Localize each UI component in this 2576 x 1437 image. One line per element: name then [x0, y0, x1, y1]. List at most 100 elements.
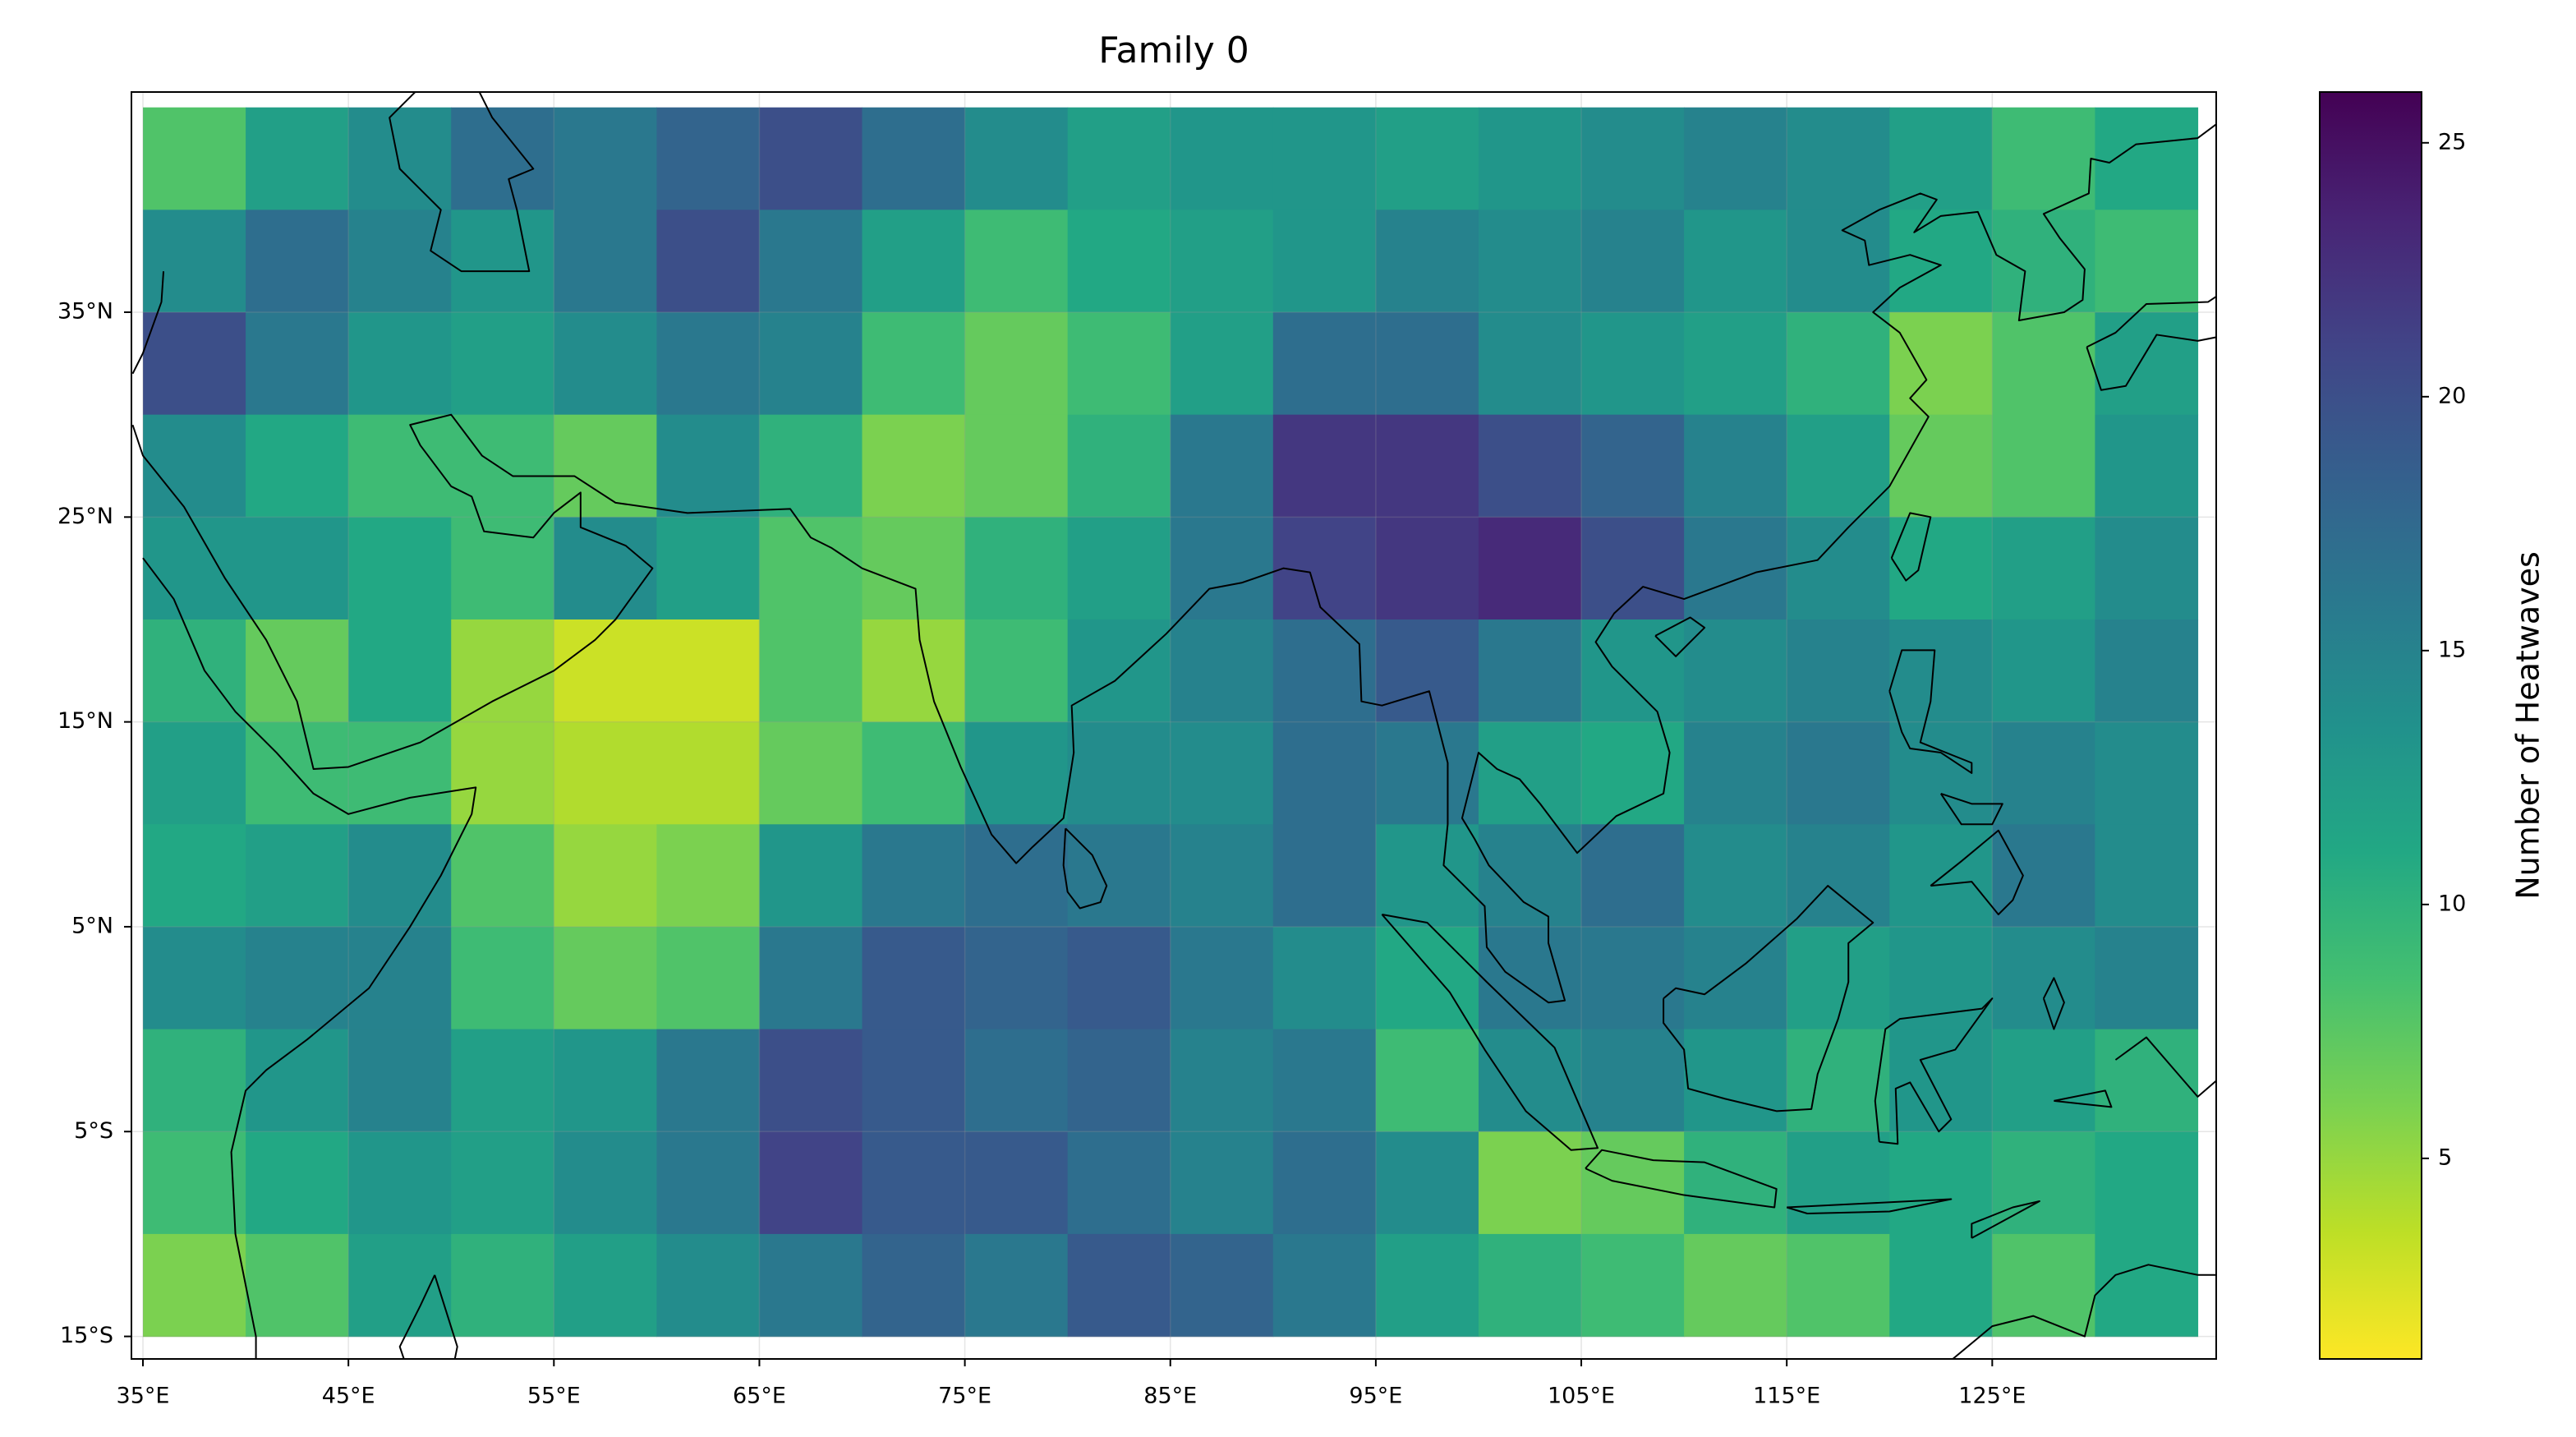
heatmap-cell: [1067, 517, 1171, 620]
colorbar-tick-label: 25: [2438, 129, 2466, 154]
heatmap-cell: [143, 619, 246, 723]
heatmap-cell: [1067, 1233, 1171, 1338]
heatmap-cell: [656, 1029, 761, 1132]
heatmap-cell: [1684, 1029, 1787, 1132]
heatmap-cell: [451, 210, 554, 313]
x-tick-label: 75°E: [938, 1384, 991, 1409]
heatmap-cell: [759, 1131, 863, 1235]
heatmap-cell: [656, 619, 761, 723]
heatmap-cell: [1067, 721, 1171, 825]
heatmap-cell: [554, 824, 657, 928]
heatmap-cell: [1272, 824, 1377, 928]
heatmap-cell: [1478, 107, 1582, 210]
heatmap-cell: [1992, 721, 2096, 825]
heatmap-cell: [1684, 721, 1787, 825]
heatmap-cell: [759, 1233, 863, 1338]
heatmap-cell: [451, 721, 554, 825]
heatmap-cell: [1067, 414, 1171, 518]
heatmap-cell: [143, 414, 246, 518]
heatmap-cell: [1170, 824, 1274, 928]
heatmap-cell: [1067, 926, 1171, 1030]
heatmap-cell: [2095, 926, 2199, 1030]
coastline: [2086, 282, 2238, 390]
heatmap-cell: [1787, 721, 1890, 825]
heatmap-cell: [862, 517, 966, 620]
heatmap-cell: [1478, 414, 1582, 518]
heatmap-cell: [554, 210, 657, 313]
heatmap-cell: [759, 1029, 863, 1132]
heatmap-cell: [759, 312, 863, 416]
heatmap-cell: [759, 107, 863, 210]
y-tick-label: 5°N: [71, 913, 113, 938]
heatmap-cell: [1375, 107, 1479, 210]
heatmap-cell: [1684, 517, 1787, 620]
heatmap-cell: [2095, 1029, 2199, 1132]
heatmap-cell: [656, 1233, 761, 1338]
heatmap-cell: [1992, 414, 2096, 518]
heatmap-cell: [1992, 312, 2096, 416]
heatmap-cell: [1478, 619, 1582, 723]
heatmap-cell: [1478, 824, 1582, 928]
y-tick-label: 35°N: [58, 299, 113, 325]
heatmap-cell: [862, 824, 966, 928]
heatmap-cell: [1581, 312, 1685, 416]
heatmap-cell: [1684, 1131, 1787, 1235]
heatmap-cell: [348, 210, 452, 313]
heatmap-cell: [246, 414, 349, 518]
heatmap-cell: [1581, 210, 1685, 313]
heatmap-cell: [1581, 721, 1685, 825]
heatmap-cell: [1889, 721, 1993, 825]
heatmap-cell: [143, 926, 246, 1030]
coastline: [133, 271, 164, 374]
heatmap-cell: [1272, 312, 1377, 416]
heatmap-cell: [143, 517, 246, 620]
heatmap-cell: [1375, 1233, 1479, 1338]
heatmap-cell: [1067, 107, 1171, 210]
heatmap-cell: [246, 1233, 349, 1338]
heatmap-cell: [1272, 721, 1377, 825]
heatmap-cell: [2095, 824, 2199, 928]
heatmap-cell: [1375, 517, 1479, 620]
heatmap-cell: [1478, 210, 1582, 313]
heatmap-cell: [348, 926, 452, 1030]
colorbar-tick-label: 5: [2438, 1145, 2452, 1170]
coastline: [133, 108, 2239, 1002]
heatmap-cell: [348, 1029, 452, 1132]
heatmap-cell: [1272, 1029, 1377, 1132]
heatmap-cell: [348, 824, 452, 928]
heatmap-cell: [1272, 107, 1377, 210]
heatmap-cell: [348, 107, 452, 210]
heatmap-cell: [554, 1029, 657, 1132]
heatmap-cell: [348, 312, 452, 416]
heatmap-cell: [759, 721, 863, 825]
heatmap-cell: [1478, 1131, 1582, 1235]
axes-frame: [131, 91, 2217, 1360]
heatmap-cell: [143, 210, 246, 313]
heatmap-cell: [1067, 1029, 1171, 1132]
heatmap-cell: [2095, 414, 2199, 518]
heatmap-cell: [451, 107, 554, 210]
heatmap-cell: [246, 619, 349, 723]
coastline: [2115, 1038, 2238, 1097]
heatmap-cell: [1170, 107, 1274, 210]
heatmap-cell: [1889, 210, 1993, 313]
ticks: 35°E 45°E 55°E 65°E 75°E 85°E 95°E 105°E 115°E 12…: [58, 129, 2466, 1408]
heatmap-cell: [1684, 1233, 1787, 1338]
heatmap-cell: [1889, 107, 1993, 210]
coastline: [1787, 1200, 1951, 1214]
heatmap-cell: [1787, 414, 1890, 518]
heatmap-cell: [246, 824, 349, 928]
heatmap-cell: [348, 1131, 452, 1235]
heatmap-cell: [1684, 619, 1787, 723]
heatmap-cell: [656, 517, 761, 620]
heatmap-cell: [862, 1029, 966, 1132]
heatmap-cell: [1375, 721, 1479, 825]
heatmap-cell: [1787, 1029, 1890, 1132]
heatmap-cell: [143, 721, 246, 825]
heatmap-cell: [1787, 926, 1890, 1030]
heatmap-cell: [348, 1233, 452, 1338]
heatmap-cell: [964, 721, 1069, 825]
heatmap-cell: [1581, 517, 1685, 620]
heatmap-cell: [759, 210, 863, 313]
coastline: [389, 76, 533, 271]
